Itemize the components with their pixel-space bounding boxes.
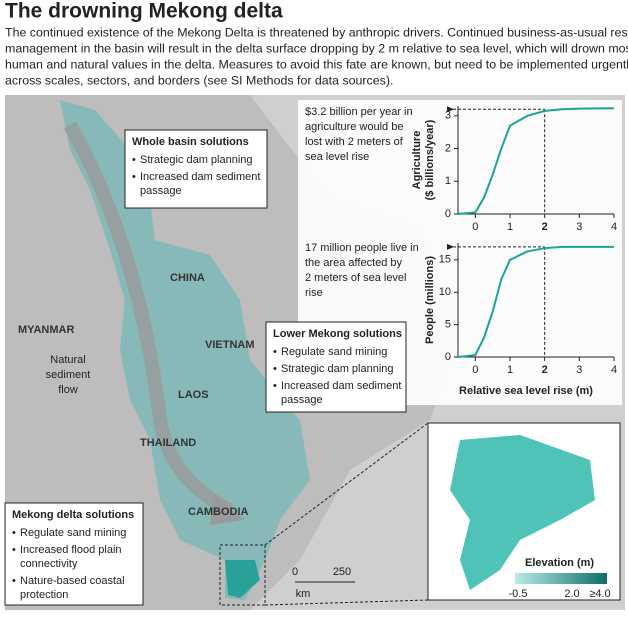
bullet: • <box>12 575 16 587</box>
box-title: Whole basin solutions <box>132 136 249 148</box>
delta <box>225 560 260 598</box>
body-line: human and natural values in the delta. M… <box>5 57 628 71</box>
bullet: • <box>12 544 16 556</box>
box-item: Regulate sand mining <box>20 527 126 539</box>
flow-label: flow <box>58 384 78 396</box>
y-tick-label: 5 <box>445 319 451 331</box>
body-line: The continued existence of the Mekong De… <box>5 25 628 39</box>
scale-label: 250 <box>333 566 351 578</box>
solution-box <box>265 321 407 413</box>
x-tick-label: 3 <box>576 221 582 233</box>
y-tick-label: 0 <box>445 351 451 363</box>
box-item: Increased dam sediment <box>140 171 260 183</box>
x-tick-label: 0 <box>472 221 478 233</box>
arrow-head <box>210 495 245 525</box>
country-label: LAOS <box>178 389 209 401</box>
reference-arrow <box>447 106 454 113</box>
bullet: • <box>273 380 277 392</box>
annotation: the area affected by <box>305 257 403 269</box>
y-tick-label: 2 <box>445 142 451 154</box>
reference-arrow <box>447 243 454 250</box>
y-axis-label: ($ billions/year) <box>424 119 436 200</box>
legend-tick-label: -0.5 <box>509 588 528 600</box>
legend-title: Elevation (m) <box>525 557 594 569</box>
x-tick-label: 4 <box>611 221 617 233</box>
box-item: Nature-based coastal <box>20 575 125 587</box>
body-line: management in the basin will result in t… <box>5 41 628 55</box>
x-axis-label: Relative sea level rise (m) <box>459 385 593 397</box>
inset-connector <box>264 422 429 546</box>
x-tick-label: 0 <box>472 364 478 376</box>
annotation: agriculture would be <box>305 121 403 133</box>
box-item: protection <box>20 589 68 601</box>
legend-tick-label: ≥4.0 <box>589 588 610 600</box>
annotation: $3.2 billion per year in <box>305 106 413 118</box>
annotation: rise <box>305 287 323 299</box>
bullet: • <box>132 171 136 183</box>
annotation: sea level rise <box>305 151 369 163</box>
box-item: passage <box>281 394 323 406</box>
inset-delta <box>450 435 595 590</box>
legend-tick-label: 2.0 <box>564 588 579 600</box>
x-tick-label: 2 <box>542 221 548 233</box>
y-tick-label: 10 <box>439 286 451 298</box>
annotation: lost with 2 meters of <box>305 136 404 148</box>
bullet: • <box>273 363 277 375</box>
box-item: connectivity <box>20 558 78 570</box>
y-axis-label: Agriculture <box>411 131 423 190</box>
inset-locator <box>219 544 266 606</box>
box-item: passage <box>140 185 182 197</box>
x-tick-label: 4 <box>611 364 617 376</box>
y-axis-label: People (millions) <box>424 256 436 344</box>
country-label: VIETNAM <box>205 339 255 351</box>
sediment-flow-arrow <box>63 121 234 517</box>
y-tick-label: 3 <box>445 110 451 122</box>
flow-label: sediment <box>46 369 91 381</box>
box-item: Increased dam sediment <box>281 380 401 392</box>
y-tick-label: 1 <box>445 175 451 187</box>
x-tick-label: 1 <box>507 221 513 233</box>
y-tick-label: 0 <box>445 208 451 220</box>
country-label: CHINA <box>170 272 205 284</box>
body-line: across scales, sectors, and borders (see… <box>5 73 393 87</box>
bullet: • <box>273 346 277 358</box>
solution-box <box>4 502 144 606</box>
country-label: THAILAND <box>140 437 196 449</box>
elevation-scale <box>515 573 607 584</box>
box-item: Strategic dam planning <box>140 154 253 166</box>
scale-label: km <box>296 588 311 600</box>
box-title: Mekong delta solutions <box>12 509 134 521</box>
x-tick-label: 2 <box>542 364 548 376</box>
country-label: CAMBODIA <box>188 506 249 518</box>
bullet: • <box>12 527 16 539</box>
country-label: MYANMAR <box>18 324 74 336</box>
y-tick-label: 15 <box>439 254 451 266</box>
x-tick-label: 1 <box>507 364 513 376</box>
box-item: Increased flood plain <box>20 544 122 556</box>
annotation: 2 meters of sea level <box>305 272 407 284</box>
box-title: Lower Mekong solutions <box>273 328 402 340</box>
solution-boxes: Whole basin solutions • Strategic dam plan… <box>4 129 407 606</box>
box-item: Strategic dam planning <box>281 363 394 375</box>
scale-label: 0 <box>292 566 298 578</box>
annotation: 17 million people live in <box>305 242 419 254</box>
box-item: Regulate sand mining <box>281 346 387 358</box>
flow-label: Natural <box>50 354 85 366</box>
bullet: • <box>132 154 136 166</box>
data-line <box>457 107 615 215</box>
title: The drowning Mekong delta <box>5 0 283 23</box>
inset-connector <box>264 599 429 606</box>
solution-box <box>124 129 268 209</box>
data-line <box>457 245 614 358</box>
x-tick-label: 3 <box>576 364 582 376</box>
